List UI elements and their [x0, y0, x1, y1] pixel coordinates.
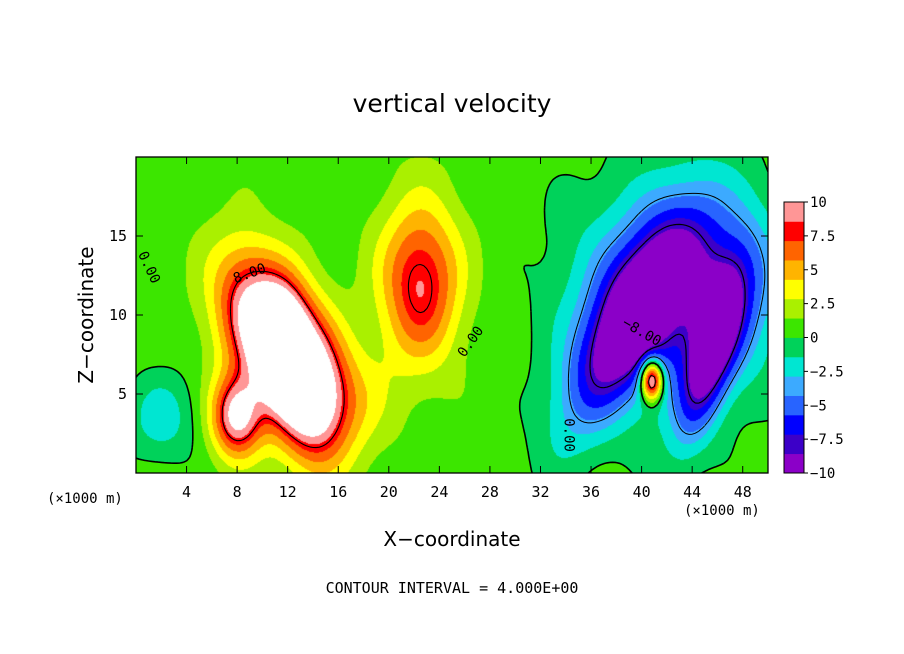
colorbar-swatch: [784, 279, 804, 300]
colorbar-swatch: [784, 298, 804, 319]
heatmap-field: [136, 157, 768, 473]
colorbar-tick-label: −10: [810, 466, 835, 482]
x-tick-label: 12: [279, 483, 297, 501]
colorbar-tick-label: 7.5: [810, 229, 835, 245]
y-tick-label: 10: [109, 306, 127, 324]
contour-lines: [136, 157, 768, 473]
x-axis-ticks: 4 8 12 16 20 24 28 32 36 40 44 48: [182, 157, 752, 501]
x-tick-label: 44: [683, 483, 701, 501]
x-tick-label: 36: [582, 483, 600, 501]
x-tick-label: 48: [734, 483, 752, 501]
contour-negative-4: [567, 192, 766, 435]
colorbar-swatch: [784, 453, 804, 474]
x-tick-label: 40: [633, 483, 651, 501]
colorbar-tick-label: −2.5: [810, 364, 844, 380]
y-tick-label: 15: [109, 227, 127, 245]
colorbar-swatch: [784, 202, 804, 222]
colorbar-swatch: [784, 260, 804, 280]
colorbar-swatch: [784, 376, 804, 396]
x-tick-label: 8: [233, 483, 242, 501]
heatmap-image: [136, 157, 768, 473]
colorbar: 10 7.5 5 2.5 0 −2.5 −5 −7.5 −10: [783, 195, 844, 482]
x-tick-label: 28: [481, 483, 499, 501]
x-axis-label: X−coordinate: [383, 527, 520, 551]
x-unit-label-right: (×1000 m): [684, 503, 760, 519]
x-tick-label: 20: [380, 483, 398, 501]
colorbar-swatch: [784, 356, 804, 377]
colorbar-swatch: [784, 221, 804, 242]
y-axis-label: Z−coordinate: [74, 246, 98, 383]
contour-zero: [136, 157, 768, 473]
colorbar-swatch: [784, 318, 804, 338]
y-axis-ticks: 5 10 15: [109, 227, 768, 403]
contour-negative-8: [589, 223, 746, 404]
x-tick-label: 16: [329, 483, 347, 501]
colorbar-tick-label: 0: [810, 331, 818, 347]
x-tick-label: 32: [531, 483, 549, 501]
colorbar-tick-label: 2.5: [810, 297, 835, 313]
x-unit-label-left: (×1000 m): [47, 491, 123, 507]
y-tick-label: 5: [118, 385, 127, 403]
chart-title: vertical velocity: [353, 89, 552, 118]
colorbar-swatch: [784, 395, 804, 416]
contour-label: 0.00: [560, 418, 576, 452]
contour-interval-footer: CONTOUR INTERVAL = 4.000E+00: [326, 579, 579, 597]
colorbar-swatch: [784, 240, 804, 261]
x-tick-label: 24: [430, 483, 448, 501]
colorbar-tick-label: 10: [810, 195, 827, 211]
contour-positive-8: [221, 263, 656, 449]
colorbar-swatch: [784, 414, 804, 435]
colorbar-tick-label: −5: [810, 398, 827, 414]
x-tick-label: 4: [182, 483, 191, 501]
colorbar-tick-label: −7.5: [810, 432, 844, 448]
colorbar-swatch: [784, 337, 804, 358]
colorbar-swatch: [784, 434, 804, 455]
colorbar-tick-label: 5: [810, 263, 818, 279]
